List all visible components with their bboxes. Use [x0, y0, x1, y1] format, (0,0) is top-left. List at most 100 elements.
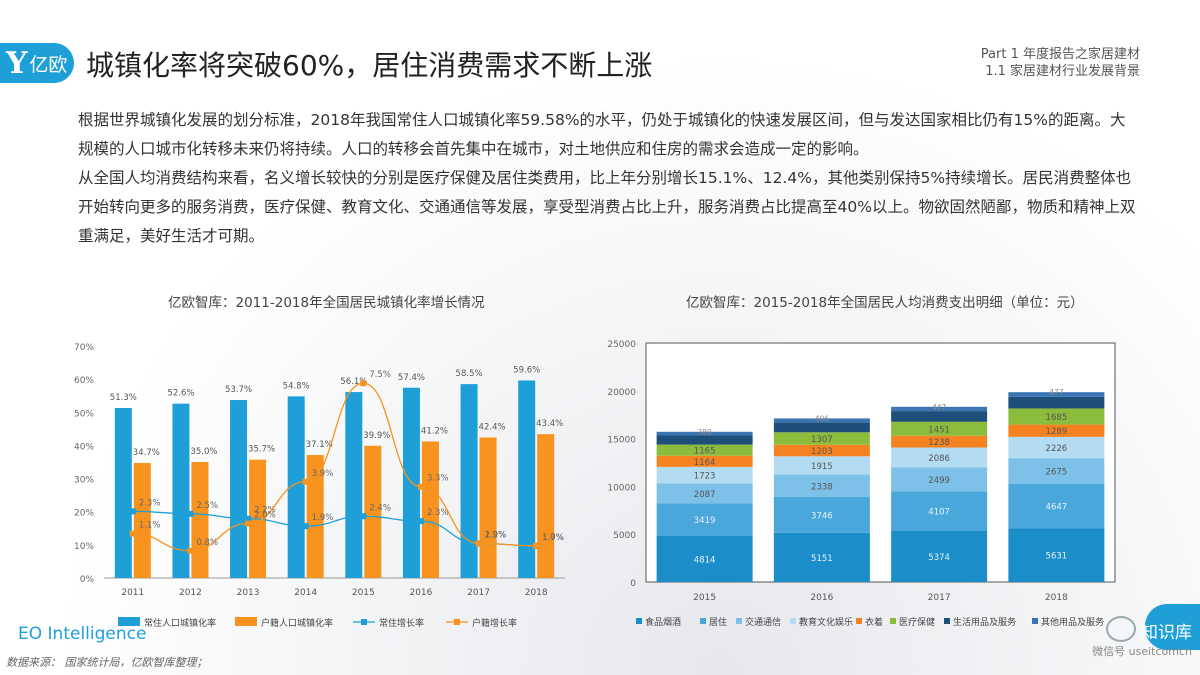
legend-swatch: [235, 617, 257, 626]
stack-segment: [773, 532, 870, 582]
segment-value-label: 1164: [694, 458, 716, 468]
x-tick-label: 2015: [693, 593, 716, 603]
watermark-subtext: 微信号 useitcomcn: [1092, 645, 1192, 658]
x-tick-label: 2013: [237, 588, 260, 598]
resident-growth-label: 1.7%: [542, 533, 564, 543]
legend-label: 交通通信: [745, 616, 781, 628]
segment-value-label: 1915: [811, 462, 833, 472]
legend-marker: [454, 619, 460, 625]
y-tick-label: 10000: [607, 483, 636, 493]
segment-value-label: 2226: [1046, 444, 1068, 454]
resident-bar-label: 57.4%: [398, 373, 425, 383]
segment-value-label: 1203: [811, 447, 833, 457]
stack-segment: [773, 474, 870, 497]
resident-bar-label: 59.6%: [513, 365, 540, 375]
stack-segment: [656, 435, 753, 445]
resident-growth-label: 1.9%: [312, 513, 334, 523]
legend-swatch: [118, 617, 140, 626]
x-tick-label: 2018: [525, 588, 548, 598]
legend-swatch: [636, 618, 642, 624]
top-value-label: 406: [815, 414, 830, 423]
page-title: 城镇化率将突破60%，居住消费需求不断上涨: [86, 49, 653, 82]
stack-segment: [891, 530, 988, 582]
registered-growth-point: [417, 483, 424, 490]
resident-growth-label: 2.3%: [427, 508, 449, 518]
stack-segment: [891, 447, 988, 468]
stack-segment: [1008, 528, 1105, 582]
paragraph-consumption: 从全国人均消费结构来看，名义增长较快的分别是医疗保健及居住类费用，比上年分别增长…: [78, 169, 1136, 245]
segment-value-label: 2087: [694, 490, 716, 500]
resident-growth-label: 2.2%: [254, 506, 276, 516]
registered-growth-line: [132, 382, 537, 552]
resident-bar: [518, 380, 536, 578]
registered-growth-point: [533, 542, 540, 549]
registered-bar-label: 35.0%: [190, 447, 217, 457]
registered-growth-point: [129, 530, 136, 537]
body-text: 根据世界城镇化发展的划分标准，2018年我国常住人口城镇化率59.58%的水平，…: [78, 106, 1138, 251]
legend-label: 常住增长率: [379, 617, 424, 629]
resident-bar-label: 56.1%: [340, 377, 367, 387]
registered-bar-label: 43.4%: [536, 419, 563, 429]
registered-growth-label: 2.0%: [254, 511, 276, 521]
y-tick-label: 70%: [74, 343, 94, 353]
registered-bar: [306, 455, 324, 578]
stack-segment: [891, 421, 988, 436]
segment-value-label: 3746: [811, 511, 833, 521]
section-line-1: Part 1 年度报告之家居建材: [980, 47, 1140, 62]
registered-bar: [364, 445, 382, 578]
segment-value-label: 2086: [928, 454, 950, 464]
stack-segment: [1008, 458, 1105, 484]
stack-segment: [773, 418, 870, 423]
registered-bar-label: 35.7%: [248, 445, 275, 455]
registered-bar-label: 37.1%: [306, 440, 333, 450]
top-value-label: 447: [932, 403, 947, 412]
registered-bar: [537, 434, 555, 578]
legend-swatch: [790, 618, 796, 624]
y-tick-label: 20%: [74, 509, 94, 519]
resident-growth-point: [187, 510, 194, 517]
x-tick-label: 2016: [810, 593, 833, 603]
resident-growth-point: [302, 523, 309, 530]
registered-growth-label: 3.9%: [312, 469, 334, 479]
legend-label: 居住: [709, 616, 727, 628]
segment-value-label: 1685: [1046, 413, 1068, 423]
stack-segment: [656, 483, 753, 504]
segment-value-label: 1238: [928, 438, 950, 448]
registered-bar-label: 41.2%: [421, 426, 448, 436]
top-value-label: 389: [697, 428, 712, 437]
registered-bar-label: 39.9%: [363, 431, 390, 441]
y-tick-label: 50%: [74, 409, 94, 419]
registered-growth-label: 0.8%: [196, 538, 218, 548]
segment-value-label: 1451: [928, 425, 950, 435]
resident-bar: [460, 384, 478, 578]
x-tick-label: 2012: [179, 588, 202, 598]
resident-growth-label: 1.9%: [485, 530, 507, 540]
stack-segment: [891, 467, 988, 492]
stack-segment: [773, 496, 870, 533]
legend-label: 食品烟酒: [645, 616, 681, 628]
section-line-2: 1.1 家居建材行业发展背景: [985, 64, 1140, 79]
resident-bar-label: 51.3%: [110, 393, 137, 403]
y-tick-label: 40%: [74, 442, 94, 452]
registered-bar: [479, 437, 497, 578]
legend-label: 常住人口城镇化率: [144, 617, 216, 629]
resident-bar-label: 54.8%: [283, 381, 310, 391]
segment-value-label: 1289: [1046, 427, 1068, 437]
stack-segment: [891, 491, 988, 531]
y-tick-label: 15000: [607, 436, 636, 446]
registered-growth-point: [245, 520, 252, 527]
legend-swatch: [856, 618, 862, 624]
legend-label: 生活用品及服务: [953, 616, 1016, 628]
stack-segment: [656, 455, 753, 467]
y-tick-label: 5000: [613, 531, 636, 541]
paragraph-urbanization: 根据世界城镇化发展的划分标准，2018年我国常住人口城镇化率59.58%的水平，…: [78, 111, 1126, 158]
footer-brand: EO Intelligence: [18, 624, 147, 644]
segment-value-label: 1723: [694, 472, 716, 482]
stack-segment: [1008, 436, 1105, 459]
resident-bar: [345, 392, 363, 578]
resident-growth-point: [129, 508, 136, 515]
stack-segment: [891, 406, 988, 412]
legend-label: 其他用品及服务: [1041, 616, 1104, 628]
y-tick-label: 10%: [74, 542, 94, 552]
segment-value-label: 2499: [928, 476, 950, 486]
